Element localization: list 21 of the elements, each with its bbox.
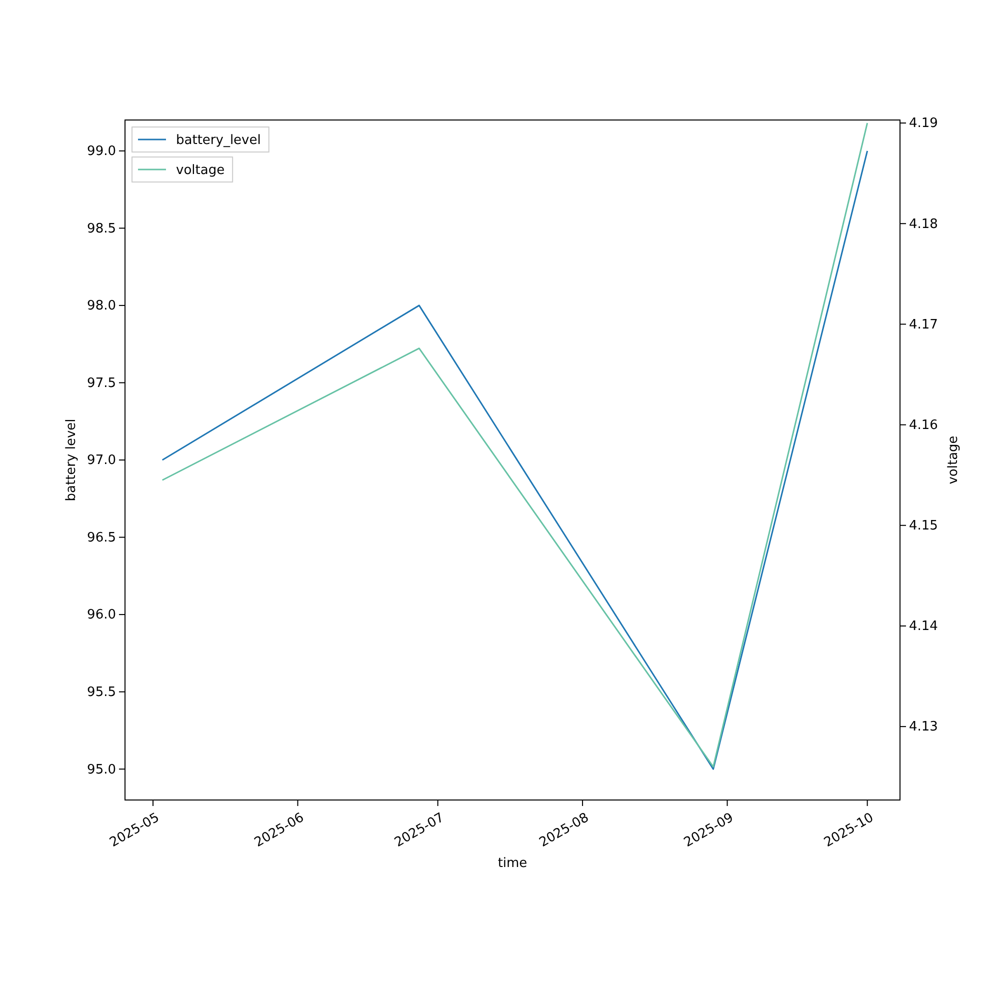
y2-tick-label: 4.15 xyxy=(909,518,938,534)
y-axis-title: battery level xyxy=(64,418,79,502)
y-tick-label: 99.0 xyxy=(87,144,116,160)
y-tick-label: 95.0 xyxy=(87,762,116,778)
legend-label: voltage xyxy=(176,163,225,178)
y2-tick-label: 4.13 xyxy=(909,720,938,735)
y-tick-label: 98.5 xyxy=(87,221,116,236)
y-tick-label: 96.0 xyxy=(87,608,116,623)
y2-tick-label: 4.18 xyxy=(909,216,938,232)
y2-tick-label: 4.14 xyxy=(909,619,938,634)
y-tick-label: 97.5 xyxy=(87,376,116,391)
legend-label: battery_level xyxy=(176,133,261,148)
y-tick-label: 96.5 xyxy=(87,530,116,546)
y2-tick-label: 4.17 xyxy=(909,317,938,332)
y2-tick-label: 4.16 xyxy=(909,418,938,433)
y2-axis-title: voltage xyxy=(946,436,961,484)
y2-tick-label: 4.19 xyxy=(909,116,938,132)
y-tick-label: 97.0 xyxy=(87,453,116,468)
y-tick-label: 95.5 xyxy=(87,684,116,700)
x-axis-title: time xyxy=(498,856,528,871)
y-tick-label: 98.0 xyxy=(87,298,116,314)
